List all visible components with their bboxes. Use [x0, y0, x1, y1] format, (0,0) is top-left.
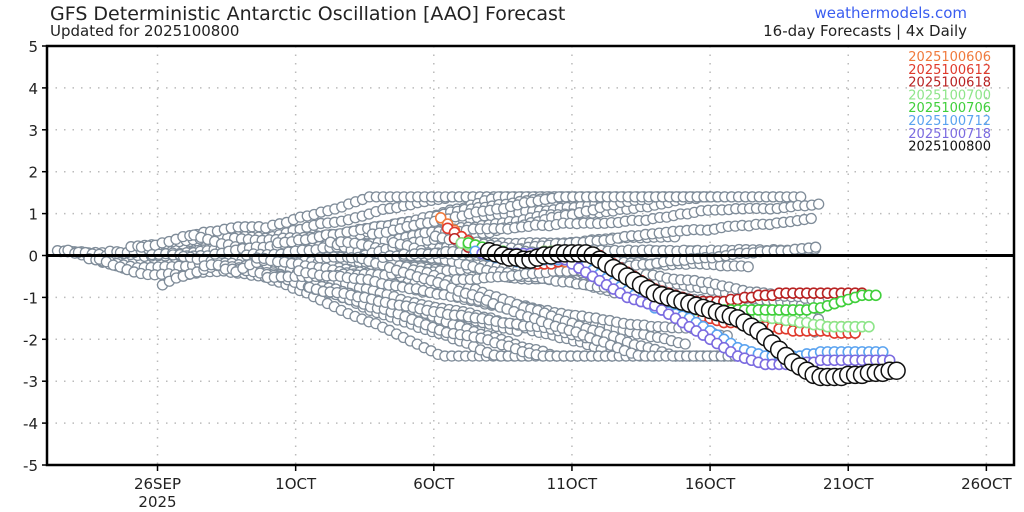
x-tick-label: 26SEP — [134, 475, 181, 493]
series-point — [863, 320, 875, 333]
y-axis: 5 4 3 2 1 0 -1 -2 -3 -4 -5 — [23, 38, 47, 475]
y-tick-label: -4 — [23, 415, 38, 433]
grid — [47, 46, 1014, 465]
y-tick-label: 3 — [28, 122, 38, 140]
legend-entry: 2025100618 — [908, 76, 991, 91]
older-run-point — [805, 212, 817, 225]
chart-title: GFS Deterministic Antarctic Oscillation … — [50, 3, 566, 25]
y-tick-label: 5 — [28, 38, 38, 56]
x-year-label: 2025 — [138, 493, 176, 511]
x-axis: 26SEP 1OCT 6OCT 11OCT 16OCT 21OCT 26OCT 2025 — [134, 465, 1012, 511]
series-layer — [434, 211, 906, 387]
y-tick-label: -1 — [23, 289, 38, 307]
x-tick-label: 1OCT — [275, 475, 317, 493]
x-tick-label: 16OCT — [685, 475, 736, 493]
series-point — [887, 361, 906, 380]
legend-entry: 2025100718 — [908, 127, 991, 142]
y-tick-label: 4 — [28, 80, 38, 98]
y-tick-label: -5 — [23, 457, 38, 475]
x-tick-label: 11OCT — [547, 475, 598, 493]
older-run-point — [742, 261, 754, 273]
older-run-point — [813, 198, 825, 210]
series-point — [870, 289, 882, 302]
legend-entry: 2025100612 — [908, 63, 991, 78]
legend-entry: 2025100706 — [908, 101, 991, 116]
y-tick-label: -3 — [23, 373, 38, 391]
y-tick-label: 0 — [28, 248, 38, 266]
legend-entry: 2025100712 — [908, 114, 991, 129]
chart-subtitle: Updated for 2025100800 — [50, 22, 240, 40]
legend-entry: 2025100800 — [908, 140, 991, 155]
legend-entry: 2025100606 — [908, 50, 991, 65]
forecast-description: 16-day Forecasts | 4x Daily — [763, 22, 967, 40]
x-tick-label: 21OCT — [823, 475, 874, 493]
series-point — [434, 211, 447, 224]
y-tick-label: -2 — [23, 331, 38, 349]
brand-link[interactable]: weathermodels.com — [814, 4, 967, 22]
x-tick-label: 26OCT — [961, 475, 1012, 493]
y-tick-label: 1 — [28, 206, 38, 224]
y-tick-label: 2 — [28, 164, 38, 182]
x-tick-label: 6OCT — [413, 475, 455, 493]
legend: 2025100606202510061220251006182025100700… — [908, 50, 991, 155]
older-run-point — [679, 338, 691, 350]
older-run-point — [809, 241, 822, 253]
legend-entry: 2025100700 — [908, 88, 991, 103]
